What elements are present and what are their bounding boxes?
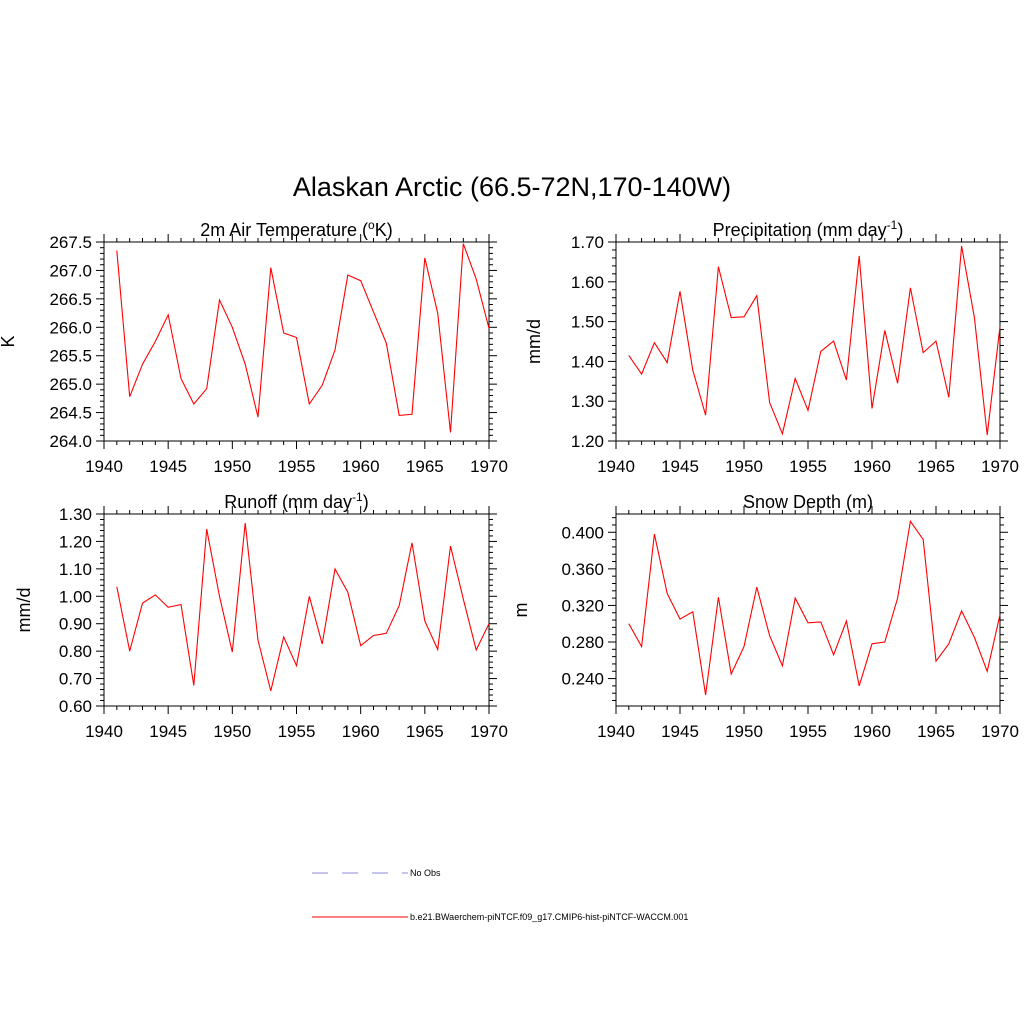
chart-panel-1: 1940 1945 1950 1955 1960 1965 1970 264.0 264.5 26… <box>0 218 508 476</box>
y-tick-label: 0.280 <box>561 633 604 652</box>
y-tick-label: 1.30 <box>59 505 92 524</box>
y-axis-label: mm/d <box>524 319 544 364</box>
series-line <box>116 243 490 433</box>
y-tick-label: 1.20 <box>59 532 92 551</box>
x-tick-label: 1945 <box>661 457 699 476</box>
y-tick-label: 1.60 <box>571 273 604 292</box>
x-tick-label: 1955 <box>278 457 316 476</box>
x-tick-label: 1960 <box>342 457 380 476</box>
y-tick-label: 0.240 <box>561 670 604 689</box>
chart-panels: 1940 1945 1950 1955 1960 1965 1970 264.0 264.5 26… <box>0 218 1019 741</box>
y-tick-label: 266.5 <box>49 290 92 309</box>
x-tick-label: 1970 <box>470 457 508 476</box>
y-tick-label: 0.80 <box>59 642 92 661</box>
chart-panel-2: 1940 1945 1950 1955 1960 1965 1970 1.20 1.30 1.40… <box>524 218 1019 476</box>
x-tick-label: 1950 <box>213 457 251 476</box>
x-tick-label: 1955 <box>278 722 316 741</box>
plot-frame <box>103 241 490 442</box>
y-tick-label: 1.10 <box>59 560 92 579</box>
y-tick-label: 0.320 <box>561 596 604 615</box>
x-tick-label: 1970 <box>981 722 1019 741</box>
panel-title-superscript: o <box>368 218 375 232</box>
y-tick-label: 265.0 <box>49 375 92 394</box>
y-tick-label: 0.360 <box>561 560 604 579</box>
x-tick-label: 1950 <box>725 722 763 741</box>
chart-panel-3: 1940 1945 1950 1955 1960 1965 1970 0.60 0.70 0.80… <box>14 490 508 741</box>
figure-title: Alaskan Arctic (66.5-72N,170-140W) <box>293 172 731 202</box>
y-tick-label: 1.20 <box>571 432 604 451</box>
y-tick-label: 267.5 <box>49 233 92 252</box>
x-tick-label: 1965 <box>917 457 955 476</box>
x-tick-label: 1965 <box>406 722 444 741</box>
x-tick-label: 1945 <box>149 722 187 741</box>
x-tick-label: 1970 <box>981 457 1019 476</box>
y-tick-label: 1.50 <box>571 313 604 332</box>
panel-title: Precipitation (mm day-1) <box>713 218 904 240</box>
x-tick-label: 1945 <box>149 457 187 476</box>
x-tick-label: 1940 <box>85 722 123 741</box>
y-tick-label: 1.00 <box>59 587 92 606</box>
series-line <box>628 245 1001 436</box>
x-tick-label: 1960 <box>342 722 380 741</box>
x-tick-label: 1965 <box>406 457 444 476</box>
x-tick-label: 1970 <box>470 722 508 741</box>
y-tick-label: 0.60 <box>59 697 92 716</box>
plot-frame <box>615 513 1001 707</box>
panel-title-main: Runoff (mm day <box>224 492 352 512</box>
chart-panel-4: 1940 1945 1950 1955 1960 1965 1970 0.240 0.280 0.… <box>511 492 1019 741</box>
y-tick-label: 0.400 <box>561 523 604 542</box>
x-tick-label: 1940 <box>85 457 123 476</box>
y-tick-label: 1.40 <box>571 352 604 371</box>
legend-model-label: b.e21.BWaerchem-piNTCF.f09_g17.CMIP6-his… <box>410 912 688 922</box>
x-tick-label: 1960 <box>853 722 891 741</box>
y-tick-label: 0.70 <box>59 670 92 689</box>
y-tick-label: 1.70 <box>571 233 604 252</box>
y-tick-label: 266.0 <box>49 318 92 337</box>
x-tick-label: 1955 <box>789 722 827 741</box>
y-tick-label: 267.0 <box>49 261 92 280</box>
panel-title: 2m Air Temperature (oK) <box>200 218 392 240</box>
panel-title-superscript: -1 <box>887 218 898 232</box>
x-tick-label: 1955 <box>789 457 827 476</box>
panel-title: Snow Depth (m) <box>743 492 873 512</box>
y-axis-label: K <box>0 335 18 347</box>
panel-title-main: 2m Air Temperature ( <box>200 220 368 240</box>
y-tick-label: 265.5 <box>49 347 92 366</box>
y-axis-label: mm/d <box>14 588 34 633</box>
x-tick-label: 1940 <box>597 722 635 741</box>
x-tick-label: 1945 <box>661 722 699 741</box>
x-tick-label: 1950 <box>213 722 251 741</box>
panel-title-main: Precipitation (mm day <box>713 220 887 240</box>
x-tick-label: 1940 <box>597 457 635 476</box>
y-tick-label: 264.5 <box>49 404 92 423</box>
y-tick-label: 264.0 <box>49 432 92 451</box>
plot-frame <box>103 513 490 707</box>
x-tick-label: 1965 <box>917 722 955 741</box>
legend: No Obs b.e21.BWaerchem-piNTCF.f09_g17.CM… <box>312 868 688 922</box>
y-tick-label: 1.30 <box>571 392 604 411</box>
series-line <box>628 519 1001 696</box>
panel-title-end: K) <box>375 220 393 240</box>
panel-title-superscript: -1 <box>352 490 363 504</box>
panel-title: Runoff (mm day-1) <box>224 490 368 512</box>
x-tick-label: 1960 <box>853 457 891 476</box>
panel-title-end: ) <box>897 220 903 240</box>
y-axis-label: m <box>511 603 531 618</box>
series-line <box>116 523 490 692</box>
x-tick-label: 1950 <box>725 457 763 476</box>
panel-title-end: ) <box>363 492 369 512</box>
legend-obs-label: No Obs <box>410 868 441 878</box>
panel-title-main: Snow Depth (m) <box>743 492 873 512</box>
y-tick-label: 0.90 <box>59 615 92 634</box>
